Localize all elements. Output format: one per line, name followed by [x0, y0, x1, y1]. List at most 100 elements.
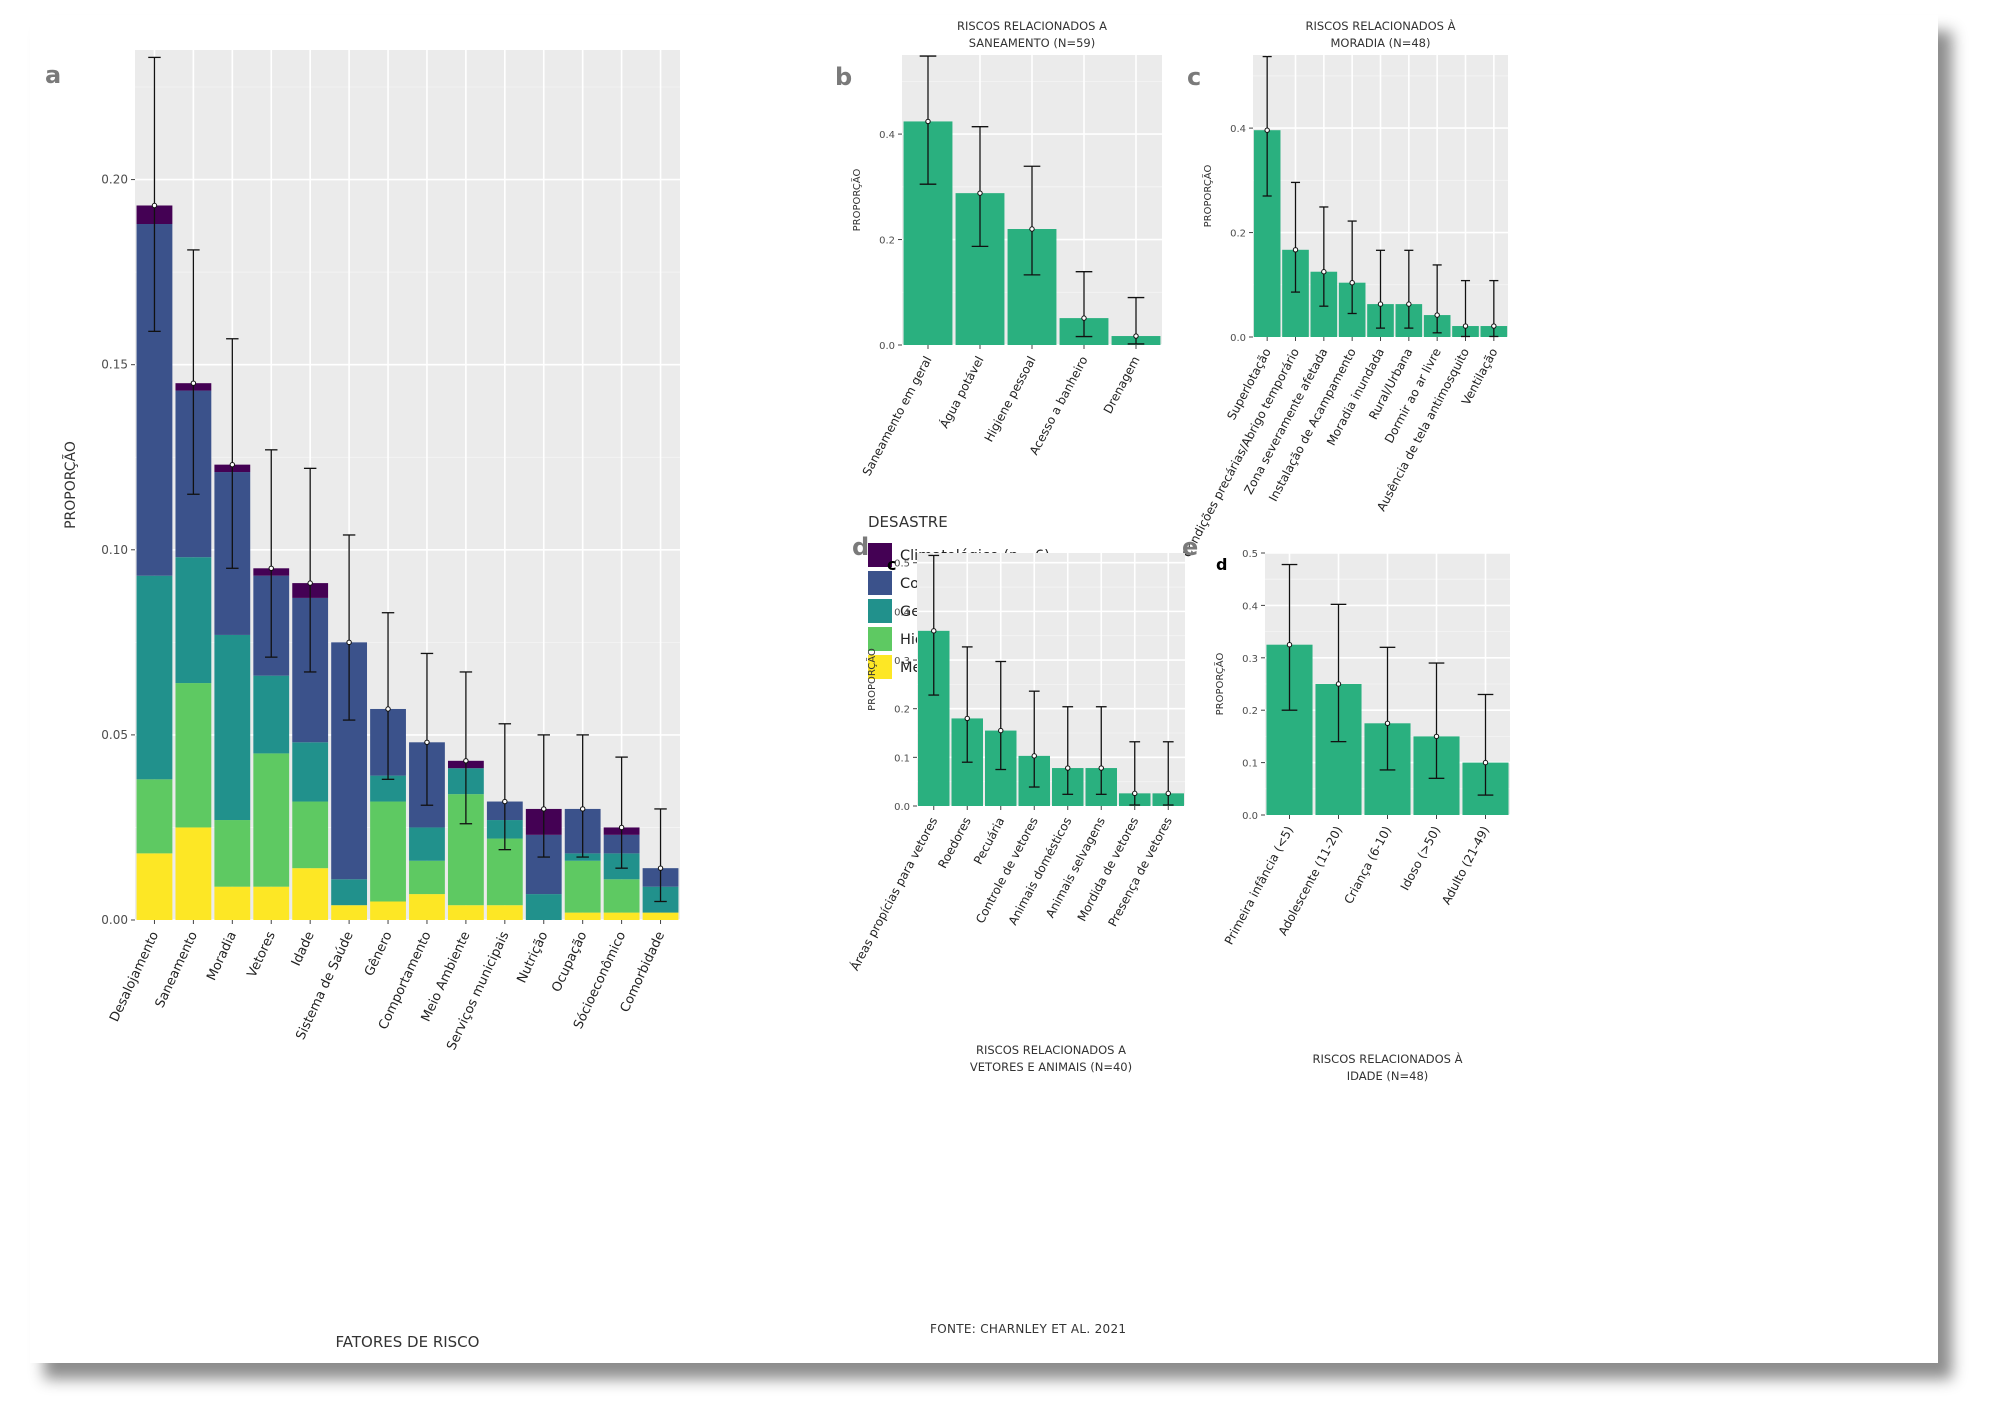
point-marker: [541, 806, 547, 812]
x-tick-label: Saneamento em geral: [860, 354, 935, 478]
bar-segment: [603, 879, 640, 913]
chart-title: VETORES E ANIMAIS (N=40): [970, 1060, 1132, 1074]
figure-canvas: 0.00 0.05 0.10 0.15 0.20 Desalojamento Saneame…: [30, 15, 1938, 1363]
panel-letter: a: [45, 61, 61, 89]
y-tick-label: 0.00: [101, 913, 128, 927]
point-marker: [657, 865, 664, 871]
bar-segment: [253, 675, 290, 754]
x-tick-label: Moradia: [204, 929, 240, 983]
bar-segment: [603, 912, 640, 920]
bar-segment: [525, 894, 562, 920]
chart-title: IDADE (N=48): [1347, 1069, 1429, 1083]
bar-segment: [642, 912, 679, 920]
bar-segment: [331, 879, 368, 906]
y-tick-label: 0.1: [894, 753, 910, 764]
bar-segment: [175, 557, 212, 684]
bar-segment: [175, 683, 212, 828]
y-tick-label: 0.20: [101, 173, 128, 187]
legend-swatch: [868, 599, 892, 623]
x-tick-label: Mordida de vetores: [1075, 815, 1142, 924]
x-tick-label: Ocupação: [549, 929, 590, 994]
point-marker: [502, 798, 508, 805]
bar-segment: [292, 801, 329, 869]
bar-segment: [136, 853, 173, 920]
y-tick-label: 0.10: [101, 543, 128, 557]
x-tick-label: Adulto (21-49): [1439, 824, 1492, 907]
point-marker: [424, 739, 430, 745]
bar-segment: [409, 827, 445, 861]
bar-segment: [214, 634, 251, 821]
y-axis-label: PROPORÇÃO: [1201, 165, 1214, 228]
bar-segment: [214, 820, 251, 887]
point-marker: [1065, 765, 1071, 771]
y-tick-label: 0.0: [1230, 333, 1246, 344]
bar-segment: [447, 905, 484, 920]
x-tick-label: Saneamento: [153, 929, 201, 1010]
y-tick-label: 0.2: [879, 236, 895, 247]
legend-swatch: [868, 571, 892, 595]
bar-segment: [253, 753, 290, 887]
y-tick-label: 0.2: [1230, 229, 1246, 240]
x-tick-label: Drenagem: [1101, 354, 1143, 416]
bar-segment: [370, 901, 406, 920]
point-marker: [463, 758, 469, 764]
y-tick-label: 0.4: [1242, 601, 1258, 612]
point-marker: [977, 190, 983, 196]
x-axis-label: FATORES DE RISCO: [336, 1333, 480, 1351]
panel-letter: b: [835, 63, 852, 91]
point-marker: [618, 824, 625, 831]
chart-title: RISCOS RELACIONADOS A: [957, 19, 1107, 33]
bar-segment: [292, 742, 329, 802]
x-tick-label: Idade: [289, 929, 318, 968]
y-tick-label: 0.15: [101, 358, 128, 372]
panel-letter: c: [1187, 63, 1201, 91]
x-tick-label: Condições precárias/Abrigo temporário: [1180, 346, 1303, 560]
point-marker: [1031, 753, 1037, 759]
bar-segment: [409, 860, 445, 895]
point-marker: [1335, 681, 1342, 687]
x-tick-label: Idoso (>50): [1398, 824, 1444, 893]
point-marker: [1098, 765, 1104, 771]
point-marker: [1133, 333, 1139, 339]
y-tick-label: 0.0: [879, 341, 895, 352]
bar-segment: [564, 912, 601, 920]
point-marker: [1434, 312, 1440, 318]
bar-segment: [292, 868, 329, 920]
bar-segment: [370, 801, 406, 902]
x-tick-label: Gênero: [362, 929, 396, 978]
point-marker: [346, 639, 352, 646]
chart-title: RISCOS RELACIONADOS A: [976, 1043, 1126, 1057]
point-marker: [964, 715, 970, 722]
y-tick-label: 0.0: [1242, 811, 1258, 822]
y-tick-label: 0.3: [1242, 654, 1258, 665]
y-tick-label: 0.3: [894, 656, 910, 667]
point-marker: [1462, 323, 1469, 329]
bar-segment: [214, 886, 251, 920]
y-tick-label: 0.05: [101, 728, 128, 742]
point-marker: [1264, 127, 1270, 133]
point-marker: [190, 380, 197, 386]
panel-letter: d: [852, 533, 869, 561]
point-marker: [998, 727, 1004, 734]
point-marker: [1321, 269, 1327, 275]
bar-segment: [564, 860, 601, 913]
y-tick-label: 0.4: [894, 607, 910, 618]
point-marker: [1377, 301, 1384, 307]
point-marker: [579, 806, 586, 812]
point-marker: [307, 580, 313, 586]
y-axis-label: PROPORÇÃO: [865, 648, 878, 711]
y-axis-label: PROPORÇÃO: [1213, 653, 1226, 716]
inner-panel-label: c: [887, 555, 896, 574]
x-tick-label: Animais domésticos: [1006, 815, 1075, 928]
legend-title: DESASTRE: [868, 513, 948, 531]
point-marker: [1165, 790, 1171, 797]
legend-swatch: [868, 627, 892, 651]
x-tick-label: Higiene pessoal: [982, 354, 1039, 444]
point-marker: [1491, 323, 1497, 329]
bar-segment: [486, 905, 523, 920]
point-marker: [1406, 301, 1412, 307]
point-marker: [229, 461, 236, 468]
x-tick-label: Áreas propícias para vetores: [847, 814, 941, 972]
point-marker: [268, 565, 274, 571]
